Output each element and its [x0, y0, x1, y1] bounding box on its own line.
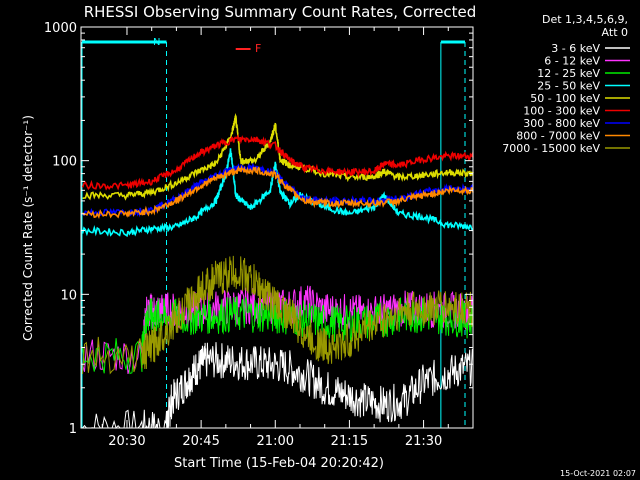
legend-header-attenuator: Att 0 [602, 26, 628, 39]
series-line-3 [81, 148, 474, 238]
plot-frame [80, 26, 474, 429]
night-markers [81, 40, 466, 428]
y-tick-label: 100 [52, 155, 77, 170]
chart-title: RHESSI Observing Summary Count Rates, Co… [84, 3, 477, 21]
night-label: N [153, 37, 160, 48]
legend-label: 7000 - 15000 keV [502, 142, 600, 155]
series-line-0 [82, 342, 474, 430]
x-axis-label: Start Time (15-Feb-04 20:20:42) [174, 456, 384, 471]
legend-label: 3 - 6 keV [551, 42, 600, 55]
legend-label: 50 - 100 keV [530, 92, 600, 105]
flare-label: F [255, 42, 261, 55]
series-line-8 [82, 255, 474, 375]
x-tick-label: 20:30 [108, 434, 145, 449]
legend-label: 6 - 12 keV [544, 55, 600, 68]
legend-label: 100 - 300 keV [523, 105, 600, 118]
series-line-7 [81, 164, 474, 220]
legend-label: 12 - 25 keV [537, 67, 600, 80]
legend-label: 300 - 800 keV [523, 117, 600, 130]
y-axis-label: Corrected Count Rate (s⁻¹ detector⁻¹) [21, 115, 35, 341]
series-line-5 [81, 133, 474, 191]
x-tick-label: 21:00 [257, 434, 294, 449]
series-line-4 [82, 113, 474, 201]
plot-axes: 1 10 100 1000 20:30 20:45 21:00 21:15 21:30 [44, 21, 474, 449]
y-tick-label: 1000 [44, 21, 77, 36]
legend-label: 25 - 50 keV [537, 80, 600, 93]
y-tick-label: 1 [69, 422, 77, 437]
footer-date: 15-Oct-2021 02:07 [560, 469, 636, 478]
y-tick-label: 10 [60, 288, 77, 303]
series-lines [81, 113, 474, 430]
x-tick-label: 21:15 [331, 434, 368, 449]
x-tick-label: 20:45 [182, 434, 219, 449]
legend-label: 800 - 7000 keV [516, 130, 600, 143]
legend-header-detectors: Det 1,3,4,5,6,9, [542, 13, 628, 26]
x-tick-label: 21:30 [405, 434, 442, 449]
